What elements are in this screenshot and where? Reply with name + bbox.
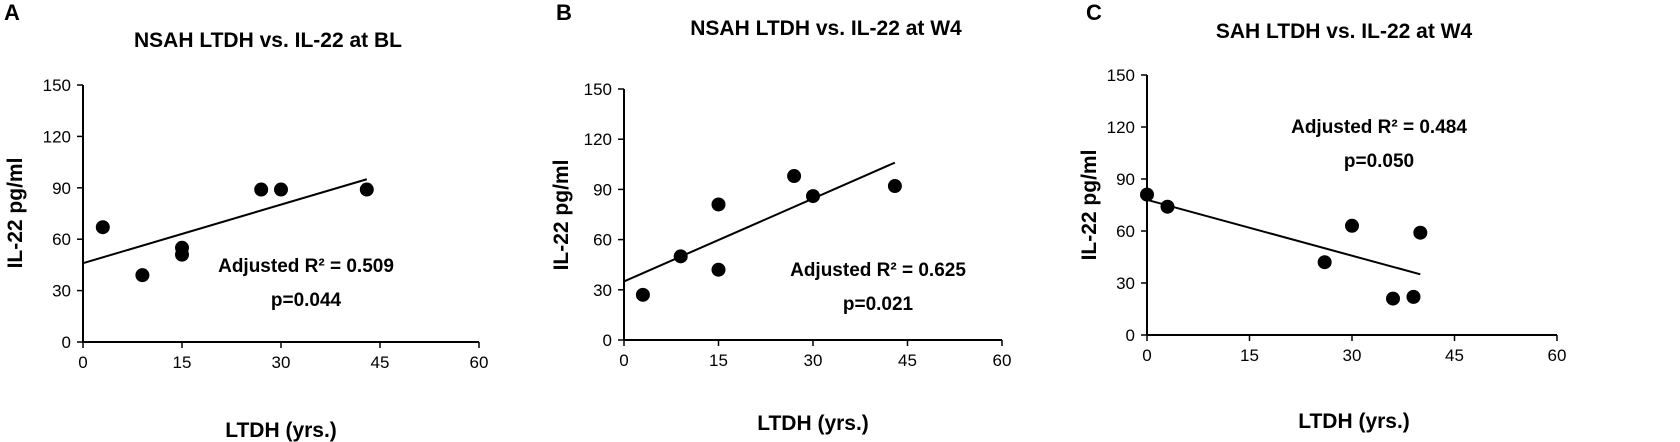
y-tick-label: 120 <box>1107 118 1135 137</box>
plot-area: 0 15 30 45 60 0 30 60 90 120 150 Adjusted R² = 0.48… <box>1107 66 1567 365</box>
data-point <box>135 268 150 283</box>
y-tick-label: 150 <box>1107 66 1135 85</box>
data-point <box>1413 225 1428 240</box>
y-tick-label: 0 <box>1126 326 1135 345</box>
y-tick-label: 60 <box>593 231 612 250</box>
x-tick-label: 30 <box>1343 346 1362 365</box>
data-point <box>806 189 820 204</box>
adjusted-r2-label: Adjusted R² = 0.484 <box>1291 117 1467 138</box>
p-value-label: p=0.044 <box>271 290 342 311</box>
y-tick-label: 150 <box>584 80 612 99</box>
y-tick-label: 150 <box>43 76 71 95</box>
y-tick-label: 0 <box>62 333 71 352</box>
data-point <box>175 247 189 262</box>
data-point <box>635 287 650 302</box>
y-tick-label: 90 <box>593 180 612 199</box>
chart-title: NSAH LTDH vs. IL-22 at W4 <box>690 17 962 40</box>
x-tick-label: 15 <box>173 353 192 372</box>
x-tick-label: 0 <box>619 351 628 370</box>
p-value-label: p=0.050 <box>1344 151 1414 172</box>
y-tick-label: 90 <box>52 179 71 198</box>
plot-area: 0 15 30 45 60 0 30 60 90 120 150 Adjusted R² = 0.50… <box>43 76 489 372</box>
y-axis-label: IL-22 pg/ml <box>4 158 27 269</box>
data-point <box>787 169 802 184</box>
x-tick-label: 0 <box>1142 346 1151 365</box>
y-tick-label: 30 <box>593 281 612 300</box>
plot-area: 0 15 30 45 60 0 30 60 90 120 150 Adjusted R² = 0.62… <box>584 80 1012 370</box>
x-tick-label: 60 <box>470 353 489 372</box>
y-axis-label: IL-22 pg/ml <box>1078 150 1101 261</box>
y-tick-label: 0 <box>603 331 612 350</box>
data-point <box>274 182 288 197</box>
x-tick-label: 60 <box>993 351 1012 370</box>
panel-letter: A <box>4 0 20 25</box>
data-point <box>887 179 902 194</box>
trendline <box>82 178 368 265</box>
panel-c: C SAH LTDH vs. IL-22 at W4 0 15 30 45 60 0 30 6… <box>1078 0 1566 433</box>
adjusted-r2-label: Adjusted R² = 0.509 <box>218 256 394 277</box>
y-tick-label: 120 <box>43 127 71 146</box>
panel-letter: C <box>1086 0 1102 25</box>
y-tick-label: 60 <box>52 230 71 249</box>
x-tick-label: 60 <box>1548 346 1567 365</box>
data-point <box>95 220 110 235</box>
x-axis-label: LTDH (yrs.) <box>225 419 337 442</box>
x-tick-label: 15 <box>709 351 728 370</box>
data-point <box>1160 199 1175 214</box>
y-tick-label: 60 <box>1116 222 1135 241</box>
adjusted-r2-label: Adjusted R² = 0.625 <box>790 260 966 281</box>
data-point <box>1406 289 1421 304</box>
x-axis-label: LTDH (yrs.) <box>757 412 869 435</box>
x-tick-label: 15 <box>1240 346 1259 365</box>
x-tick-label: 30 <box>272 353 291 372</box>
x-axis-label: LTDH (yrs.) <box>1298 410 1410 433</box>
trendline <box>623 161 896 283</box>
x-tick-label: 0 <box>78 353 87 372</box>
data-point <box>254 182 269 197</box>
x-tick-label: 45 <box>898 351 917 370</box>
trendline <box>1146 198 1421 276</box>
x-tick-label: 45 <box>371 353 390 372</box>
y-tick-label: 90 <box>1116 170 1135 189</box>
p-value-label: p=0.021 <box>843 294 914 315</box>
y-axis-label: IL-22 pg/ml <box>550 160 573 271</box>
data-point <box>711 262 726 277</box>
data-point <box>1345 218 1359 233</box>
x-tick-label: 30 <box>804 351 823 370</box>
data-point <box>711 197 726 212</box>
x-tick-label: 45 <box>1445 346 1464 365</box>
data-point <box>1317 255 1332 270</box>
panel-a: A NSAH LTDH vs. IL-22 at BL 0 15 30 45 60 0 30… <box>4 0 488 442</box>
y-tick-label: 30 <box>52 282 71 301</box>
panel-b: B NSAH LTDH vs. IL-22 at W4 0 15 30 45 60 0 30… <box>550 0 1011 435</box>
chart-title: NSAH LTDH vs. IL-22 at BL <box>134 29 402 52</box>
data-point <box>673 249 688 264</box>
panel-letter: B <box>556 0 572 25</box>
data-point <box>359 182 374 197</box>
y-tick-label: 30 <box>1116 274 1135 293</box>
chart-title: SAH LTDH vs. IL-22 at W4 <box>1216 20 1473 43</box>
data-point <box>1140 187 1154 202</box>
y-tick-label: 120 <box>584 130 612 149</box>
data-point <box>1386 291 1400 306</box>
